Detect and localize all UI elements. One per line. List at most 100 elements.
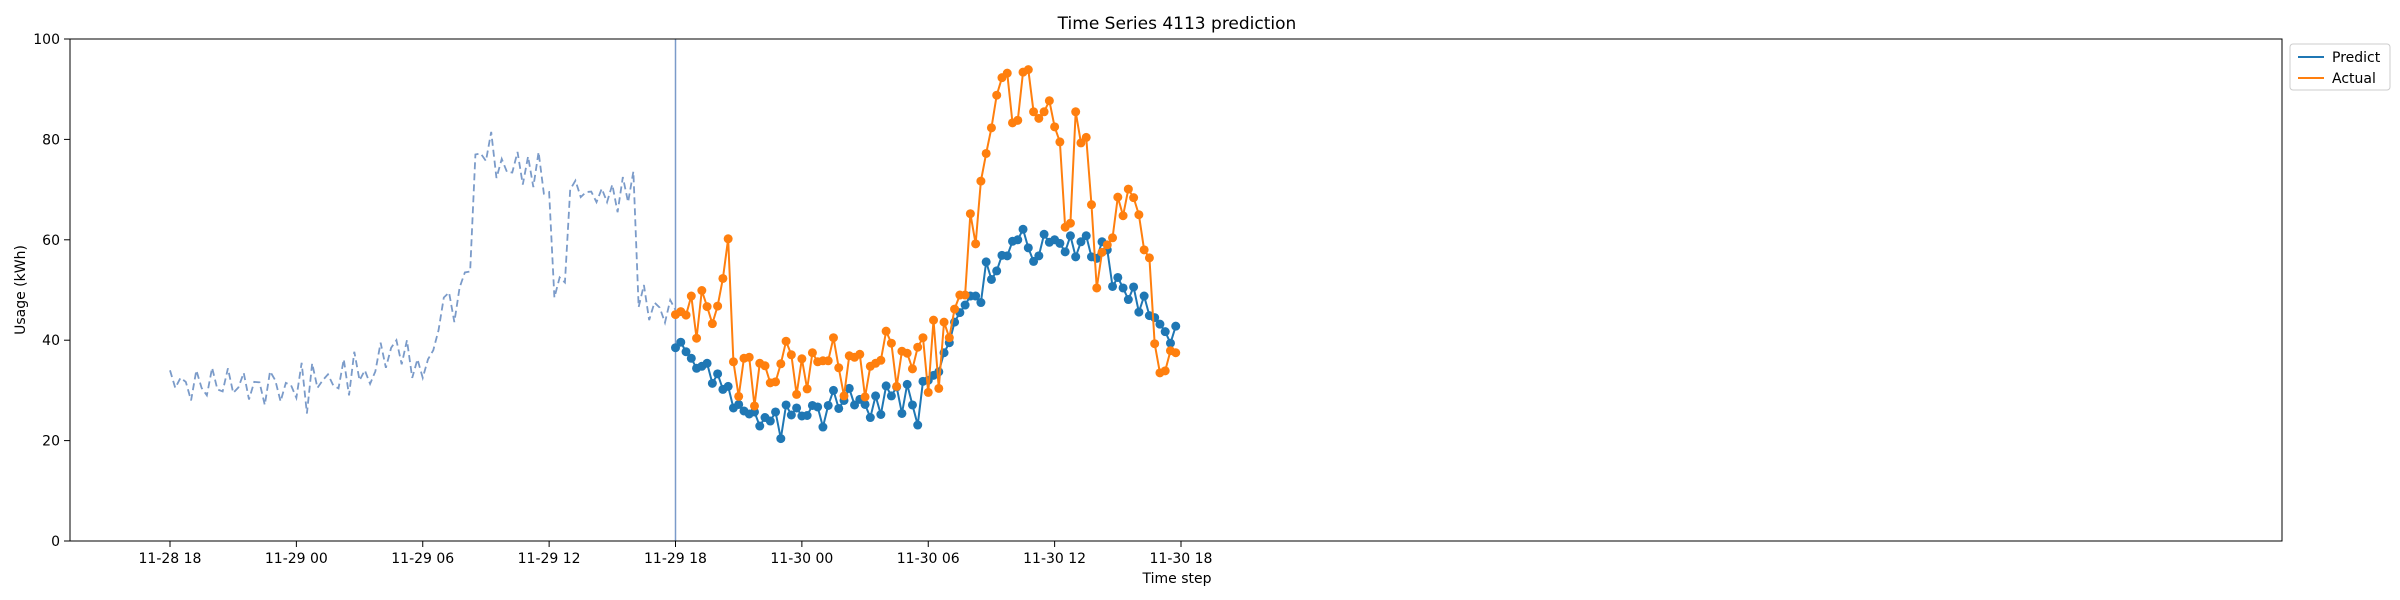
data-point-actual [1071, 107, 1081, 117]
data-point-actual [686, 291, 696, 301]
data-point-actual [1086, 200, 1096, 210]
data-point-predict [713, 369, 723, 379]
y-tick-label: 0 [51, 534, 60, 550]
data-point-predict [860, 399, 870, 409]
legend: Predict Actual [2289, 43, 2391, 91]
data-point-predict [702, 358, 712, 368]
data-point-predict [792, 403, 802, 413]
data-point-predict [1134, 307, 1144, 317]
data-point-predict [1076, 237, 1086, 247]
data-point-predict [765, 416, 775, 426]
data-point-actual [902, 348, 912, 358]
data-point-predict [960, 300, 970, 310]
data-point-predict [1129, 282, 1139, 292]
data-point-actual [1065, 218, 1075, 228]
data-point-actual [986, 123, 996, 133]
x-tick-label: 11-30 12 [1023, 551, 1086, 567]
data-point-actual [1144, 253, 1154, 263]
data-point-predict [934, 367, 944, 377]
data-point-actual [1150, 339, 1160, 349]
data-point-predict [1013, 235, 1023, 245]
data-point-actual [692, 333, 702, 343]
data-point-predict [913, 420, 923, 430]
data-point-predict [976, 298, 986, 308]
data-point-actual [781, 336, 791, 346]
data-point-actual [929, 315, 939, 325]
y-axis: 0 20 40 60 80 100 [33, 32, 70, 550]
data-point-actual [1055, 137, 1065, 147]
data-point-actual [976, 176, 986, 186]
data-point-predict [1123, 295, 1133, 305]
data-point-actual [718, 273, 728, 283]
data-point-actual [1050, 122, 1060, 132]
data-point-predict [1160, 327, 1170, 337]
data-point-predict [1171, 321, 1181, 331]
data-point-actual [960, 290, 970, 300]
x-tick-label: 11-29 06 [391, 551, 454, 567]
data-point-actual [776, 359, 786, 369]
data-point-actual [1039, 107, 1049, 117]
data-point-actual [1013, 115, 1023, 125]
data-point-actual [823, 356, 833, 366]
data-point-actual [760, 361, 770, 371]
data-point-actual [944, 333, 954, 343]
data-point-actual [1097, 247, 1107, 257]
legend-label-actual: Actual [2332, 71, 2376, 87]
data-point-predict [818, 422, 828, 432]
data-point-predict [897, 408, 907, 418]
y-tick-label: 80 [42, 132, 60, 148]
x-tick-label: 11-29 12 [518, 551, 581, 567]
data-point-actual [749, 401, 759, 411]
data-point-actual [913, 342, 923, 352]
data-point-actual [1134, 210, 1144, 220]
data-point-actual [723, 234, 733, 244]
data-point-actual [886, 338, 896, 348]
data-point-predict [986, 274, 996, 284]
data-point-predict [902, 379, 912, 389]
x-tick-label: 11-29 00 [265, 551, 328, 567]
data-point-actual [939, 317, 949, 327]
data-point-predict [755, 421, 765, 431]
data-point-predict [723, 381, 733, 391]
data-point-actual [1129, 193, 1139, 203]
data-point-actual [923, 387, 933, 397]
data-point-predict [823, 400, 833, 410]
data-point-actual [697, 286, 707, 296]
data-point-predict [871, 391, 881, 401]
data-point-actual [855, 349, 865, 359]
series-line-actual [675, 68, 1177, 407]
data-point-actual [876, 355, 886, 365]
data-point-predict [1039, 229, 1049, 239]
data-point-predict [865, 413, 875, 423]
data-point-actual [950, 304, 960, 314]
data-point-predict [844, 383, 854, 393]
data-point-actual [771, 377, 781, 387]
data-point-predict [981, 257, 991, 267]
data-point-predict [907, 400, 917, 410]
data-point-actual [802, 384, 812, 394]
chart-title: Time Series 4113 prediction [1057, 14, 1297, 34]
data-point-actual [1113, 192, 1123, 202]
data-point-actual [734, 391, 744, 401]
data-point-actual [981, 148, 991, 158]
data-point-predict [834, 403, 844, 413]
data-point-predict [881, 381, 891, 391]
data-point-predict [776, 434, 786, 444]
data-point-predict [771, 407, 781, 417]
data-point-actual [1092, 283, 1102, 293]
y-tick-label: 100 [33, 32, 60, 48]
data-point-predict [1081, 231, 1091, 241]
data-point-actual [1108, 233, 1118, 243]
data-point-actual [1102, 240, 1112, 250]
legend-label-predict: Predict [2332, 50, 2381, 66]
data-point-predict [1002, 251, 1012, 261]
data-point-actual [728, 357, 738, 367]
data-point-actual [807, 348, 817, 358]
data-point-actual [1002, 68, 1012, 78]
data-point-actual [702, 302, 712, 312]
data-point-actual [681, 310, 691, 320]
data-point-predict [971, 291, 981, 301]
data-point-predict [1108, 281, 1118, 291]
y-axis-label: Usage (kWh) [13, 245, 29, 335]
